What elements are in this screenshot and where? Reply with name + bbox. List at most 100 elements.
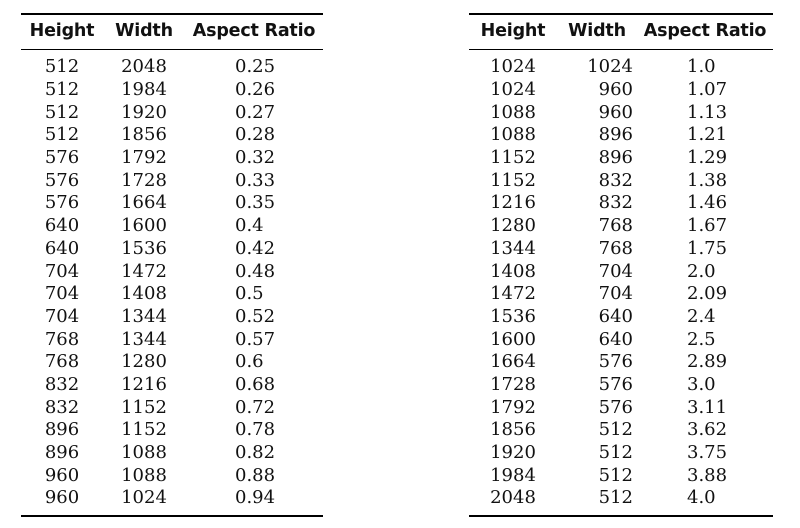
header-width: Width [115,20,173,41]
cell-width: 1152 [121,396,167,418]
table-body: 1024 1024 1.0 1024 960 1.07 1088 960 1.13 1088 896… [469,50,773,510]
left-resolution-table: Height Width Aspect Ratio 512 2048 0.25 512… [21,13,323,517]
cell-width: 768 [598,237,633,259]
cell-aspect-ratio: 2.89 [687,351,728,373]
cell-width: 2048 [121,56,167,78]
cell-aspect-ratio: 0.48 [235,260,276,282]
cell-width: 1856 [121,124,167,146]
cell-height: 832 [44,396,80,418]
cell-aspect-ratio: 1.21 [687,124,728,146]
cell-width: 512 [598,487,633,509]
table-row: 512 1856 0.28 [21,124,323,147]
cell-height: 896 [44,419,80,441]
header-height: Height [29,20,95,41]
table-row: 832 1216 0.68 [21,374,323,397]
cell-width: 1536 [121,237,167,259]
cell-height: 1408 [490,260,536,282]
cell-width: 1600 [121,215,167,237]
cell-aspect-ratio: 1.38 [687,169,728,191]
table-row: 960 1024 0.94 [21,487,323,510]
cell-aspect-ratio: 0.35 [235,192,276,214]
cell-width: 1792 [121,147,167,169]
cell-aspect-ratio: 3.11 [687,396,728,418]
cell-height: 2048 [490,487,536,509]
cell-aspect-ratio: 3.62 [687,419,728,441]
cell-width: 1408 [121,283,167,305]
cell-aspect-ratio: 1.13 [687,101,728,123]
cell-height: 576 [44,147,80,169]
cell-width: 832 [598,192,633,214]
cell-width: 1472 [121,260,167,282]
table-row: 704 1472 0.48 [21,260,323,283]
cell-width: 576 [598,396,633,418]
cell-width: 1344 [121,328,167,350]
cell-height: 1600 [490,328,536,350]
cell-height: 704 [44,305,80,327]
header-aspect-ratio: Aspect Ratio [192,20,316,41]
cell-width: 512 [598,419,633,441]
table-row: 1600 640 2.5 [469,328,773,351]
cell-width: 704 [598,260,633,282]
cell-width: 512 [598,442,633,464]
table-row: 1472 704 2.09 [469,283,773,306]
right-resolution-table: Height Width Aspect Ratio 1024 1024 1.0 102… [469,13,773,517]
table-row: 768 1280 0.6 [21,351,323,374]
cell-aspect-ratio: 0.88 [235,464,276,486]
cell-height: 1152 [490,169,536,191]
cell-aspect-ratio: 1.46 [687,192,728,214]
cell-aspect-ratio: 3.75 [687,442,728,464]
table-top-rule [469,13,773,15]
cell-width: 1664 [121,192,167,214]
cell-aspect-ratio: 3.88 [687,464,728,486]
cell-height: 1280 [490,215,536,237]
table-row: 576 1792 0.32 [21,147,323,170]
cell-height: 1088 [490,101,536,123]
table-row: 960 1088 0.88 [21,464,323,487]
cell-width: 1728 [121,169,167,191]
cell-aspect-ratio: 1.75 [687,237,728,259]
cell-height: 1792 [490,396,536,418]
cell-aspect-ratio: 1.0 [687,56,716,78]
table-row: 896 1152 0.78 [21,419,323,442]
table-row: 1728 576 3.0 [469,374,773,397]
cell-aspect-ratio: 0.57 [235,328,276,350]
cell-height: 1152 [490,147,536,169]
table-row: 576 1728 0.33 [21,169,323,192]
table-row: 512 1984 0.26 [21,79,323,102]
cell-aspect-ratio: 0.82 [235,442,276,464]
table-row: 896 1088 0.82 [21,442,323,465]
table-row: 1024 1024 1.0 [469,56,773,79]
cell-aspect-ratio: 2.0 [687,260,716,282]
cell-width: 896 [598,147,633,169]
table-row: 2048 512 4.0 [469,487,773,510]
cell-aspect-ratio: 0.33 [235,169,276,191]
table-row: 1344 768 1.75 [469,238,773,261]
cell-height: 768 [44,351,80,373]
table-top-rule [21,13,323,15]
cell-height: 1920 [490,442,536,464]
cell-width: 960 [598,79,633,101]
cell-height: 960 [44,487,80,509]
cell-width: 1152 [121,419,167,441]
cell-height: 896 [44,442,80,464]
cell-aspect-ratio: 0.32 [235,147,276,169]
cell-height: 704 [44,283,80,305]
cell-aspect-ratio: 0.4 [235,215,264,237]
table-header-rule [469,49,773,50]
cell-aspect-ratio: 0.68 [235,373,276,395]
cell-height: 1728 [490,373,536,395]
table-row: 1536 640 2.4 [469,306,773,329]
cell-height: 576 [44,192,80,214]
cell-height: 960 [44,464,80,486]
cell-height: 704 [44,260,80,282]
header-aspect-ratio: Aspect Ratio [643,20,767,41]
table-row: 576 1664 0.35 [21,192,323,215]
table-row: 1088 960 1.13 [469,101,773,124]
cell-width: 640 [598,305,633,327]
cell-height: 512 [44,79,80,101]
table-row: 1984 512 3.88 [469,464,773,487]
cell-height: 576 [44,169,80,191]
cell-height: 1856 [490,419,536,441]
cell-height: 640 [44,215,80,237]
table-row: 1216 832 1.46 [469,192,773,215]
